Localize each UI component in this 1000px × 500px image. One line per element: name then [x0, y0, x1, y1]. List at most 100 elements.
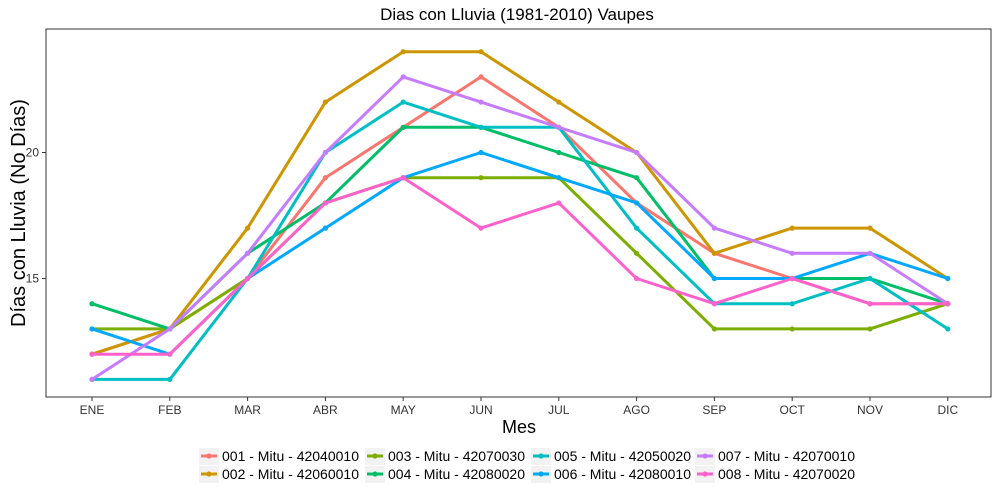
data-point [634, 250, 640, 256]
data-point [867, 275, 873, 282]
legend-item: 007 - Mitu - 42070010 [695, 448, 855, 465]
data-point [400, 175, 406, 181]
data-point [89, 301, 95, 307]
data-point [556, 200, 562, 206]
legend-item: 002 - Mitu - 42060010 [199, 466, 359, 483]
x-tick-label: MAR [234, 403, 261, 417]
data-point [711, 225, 718, 231]
data-point [322, 149, 328, 156]
data-point [789, 225, 795, 231]
data-point [478, 149, 484, 156]
x-tick-label: SEP [702, 403, 726, 417]
data-point [478, 74, 484, 80]
data-point [789, 275, 795, 282]
data-point [789, 301, 795, 307]
data-point [634, 225, 640, 231]
legend-item: 001 - Mitu - 42040010 [199, 448, 359, 465]
data-point [89, 326, 95, 332]
data-point [478, 175, 484, 181]
legend-key-point [702, 453, 708, 459]
legend-item: 005 - Mitu - 42050020 [531, 448, 691, 465]
data-point [711, 301, 718, 307]
data-point [867, 225, 873, 231]
data-point [245, 275, 251, 282]
chart-title: Dias con Lluvia (1981-2010) Vaupes [380, 5, 654, 24]
x-tick-label: ENE [80, 403, 105, 417]
data-point [711, 250, 718, 256]
data-point [634, 175, 640, 181]
data-point [945, 326, 951, 332]
data-point [556, 175, 562, 181]
data-point [400, 99, 406, 105]
series-8 [89, 175, 951, 357]
data-point [634, 149, 640, 156]
legend-label: 002 - Mitu - 42060010 [222, 466, 359, 482]
data-point [711, 275, 718, 282]
series-line [91, 75, 949, 381]
legend-key-point [372, 471, 378, 477]
data-point [167, 376, 173, 382]
legend-key-point [538, 453, 544, 459]
data-point [245, 250, 251, 256]
data-point [400, 74, 406, 80]
legend-label: 007 - Mitu - 42070010 [718, 448, 855, 464]
data-point [245, 225, 251, 231]
x-tick-label: JUL [548, 403, 570, 417]
data-point [478, 225, 484, 231]
data-point [322, 175, 328, 181]
series-layer [89, 49, 951, 382]
data-point [711, 326, 718, 332]
data-point [556, 99, 562, 105]
data-point [789, 250, 795, 256]
data-point [89, 376, 95, 382]
data-point [945, 301, 951, 307]
data-point [867, 301, 873, 307]
plot-panel [45, 28, 992, 398]
x-tick-label: OCT [780, 403, 806, 417]
y-tick-label: 15 [26, 272, 40, 286]
legend-label: 001 - Mitu - 42040010 [222, 448, 359, 464]
series-line [92, 100, 949, 381]
x-tick-label: ABR [313, 403, 338, 417]
series-line [92, 176, 948, 356]
data-point [478, 124, 484, 130]
data-point [556, 149, 562, 156]
data-point [556, 124, 562, 130]
series-line [91, 50, 949, 356]
legend-key-point [702, 471, 708, 477]
x-tick-label: NOV [857, 403, 883, 417]
x-tick-label: JUN [469, 403, 492, 417]
x-tick-label: AGO [623, 403, 650, 417]
legend: 001 - Mitu - 42040010 002 - Mitu - 420600… [199, 448, 855, 483]
legend-item: 003 - Mitu - 42070030 [365, 448, 525, 465]
x-axis-title: Mes [502, 417, 536, 437]
data-point [322, 200, 328, 206]
x-tick-label: MAY [391, 403, 416, 417]
x-tick-label: FEB [158, 403, 181, 417]
legend-key-point [538, 471, 544, 477]
legend-key-point [206, 453, 212, 459]
legend-label: 008 - Mitu - 42070020 [718, 466, 855, 482]
legend-label: 003 - Mitu - 42070030 [388, 448, 525, 464]
x-tick-label: DIC [937, 403, 958, 417]
data-point [400, 124, 406, 130]
data-point [634, 200, 640, 206]
data-point [89, 351, 95, 357]
data-point [789, 326, 795, 332]
data-point [945, 275, 951, 282]
data-point [400, 49, 406, 55]
data-point [478, 99, 484, 105]
series-line [92, 176, 949, 331]
legend-label: 006 - Mitu - 42080010 [554, 466, 691, 482]
legend-label: 005 - Mitu - 42050020 [554, 448, 691, 464]
y-tick-label: 20 [26, 146, 40, 160]
data-point [167, 351, 173, 357]
y-axis-title: Días con Lluvia (No Días) [8, 99, 30, 327]
legend-label: 004 - Mitu - 42080020 [388, 466, 525, 482]
data-point [322, 99, 328, 105]
legend-key-point [372, 453, 378, 459]
legend-item: 006 - Mitu - 42080010 [531, 466, 691, 483]
data-point [867, 326, 873, 332]
